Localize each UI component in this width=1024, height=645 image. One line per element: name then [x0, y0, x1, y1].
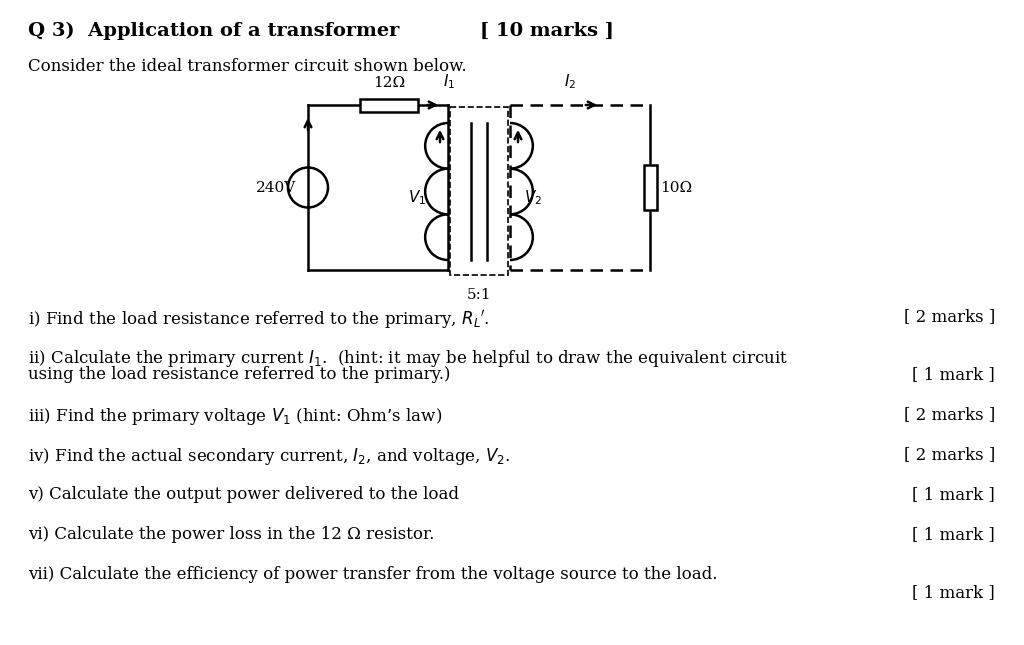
Text: ii) Calculate the primary current $I_1$.  (hint: it may be helpful to draw the e: ii) Calculate the primary current $I_1$.… — [28, 348, 787, 369]
Text: 10Ω: 10Ω — [660, 181, 692, 195]
Text: iii) Find the primary voltage $V_1$ (hint: Ohm’s law): iii) Find the primary voltage $V_1$ (hin… — [28, 406, 442, 427]
Text: [ 2 marks ]: [ 2 marks ] — [904, 446, 995, 463]
Text: 5:1: 5:1 — [467, 288, 492, 302]
Text: v) Calculate the output power delivered to the load: v) Calculate the output power delivered … — [28, 486, 459, 503]
Text: [ 10 marks ]: [ 10 marks ] — [480, 22, 614, 40]
Text: 12Ω: 12Ω — [373, 76, 406, 90]
Bar — [360, 99, 418, 112]
Text: using the load resistance referred to the primary.): using the load resistance referred to th… — [28, 366, 451, 383]
Text: $I_1$: $I_1$ — [443, 72, 456, 91]
Text: [ 1 mark ]: [ 1 mark ] — [912, 584, 995, 601]
Text: iv) Find the actual secondary current, $I_2$, and voltage, $V_2$.: iv) Find the actual secondary current, $… — [28, 446, 510, 467]
Bar — [450, 107, 508, 275]
Text: [ 1 mark ]: [ 1 mark ] — [912, 486, 995, 503]
Text: [ 1 mark ]: [ 1 mark ] — [912, 526, 995, 543]
Text: $V_1$: $V_1$ — [408, 188, 426, 207]
Text: Q 3)  Application of a transformer: Q 3) Application of a transformer — [28, 22, 399, 40]
Text: vii) Calculate the efficiency of power transfer from the voltage source to the l: vii) Calculate the efficiency of power t… — [28, 566, 718, 583]
Text: [ 1 mark ]: [ 1 mark ] — [912, 366, 995, 383]
Text: $I_2$: $I_2$ — [564, 72, 577, 91]
Text: [ 2 marks ]: [ 2 marks ] — [904, 308, 995, 325]
Text: [ 2 marks ]: [ 2 marks ] — [904, 406, 995, 423]
Text: vi) Calculate the power loss in the 12 Ω resistor.: vi) Calculate the power loss in the 12 Ω… — [28, 526, 434, 543]
Bar — [643, 165, 656, 210]
Text: Consider the ideal transformer circuit shown below.: Consider the ideal transformer circuit s… — [28, 58, 467, 75]
Text: i) Find the load resistance referred to the primary, $R_L{}'$.: i) Find the load resistance referred to … — [28, 308, 489, 331]
Text: $V_2$: $V_2$ — [524, 188, 542, 207]
Text: 240V: 240V — [256, 181, 296, 195]
